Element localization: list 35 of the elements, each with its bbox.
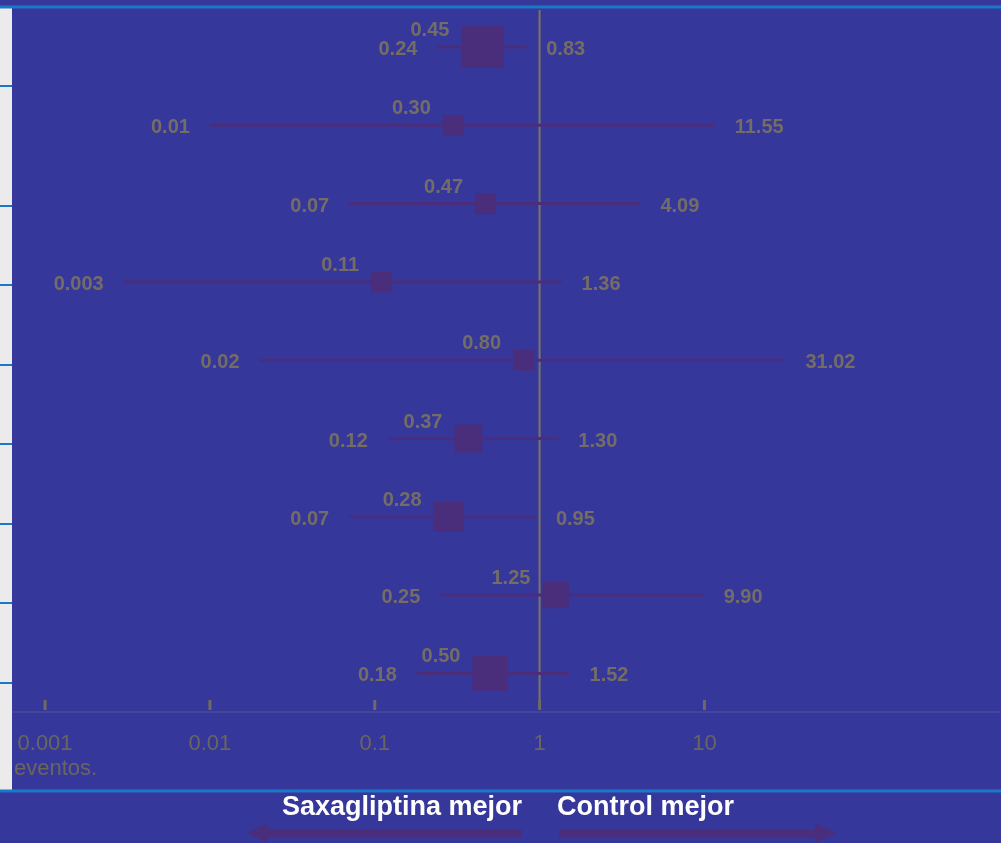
annotation: 0.24 (378, 37, 419, 59)
annotation: 0.003 (53, 271, 104, 294)
annotation: 0.07 (290, 506, 330, 529)
data-label: 0.37 (403, 409, 443, 432)
annotation: 0.83 (546, 37, 586, 59)
x-tick-label: 0.01 (188, 730, 232, 755)
data-label: 0.11 (321, 252, 360, 275)
x-tick-label: 0.1 (359, 730, 391, 755)
text: Control mejor (557, 791, 735, 821)
annotation: 0.18 (357, 663, 397, 686)
annotation: 4.09 (660, 193, 700, 216)
annotation: 9.90 (723, 585, 763, 608)
x-tick-label: 1 (533, 730, 546, 755)
x-tick-label: 0.001 (17, 730, 73, 755)
data-label: 0.80 (462, 331, 502, 354)
data-label: 0.30 (391, 96, 431, 119)
data-label: 1.25 (491, 566, 531, 589)
text: eventos. (14, 755, 98, 780)
data-label: 0.47 (424, 174, 464, 197)
data-label: 0.45 (410, 18, 450, 40)
annotation: 0.02 (200, 350, 240, 373)
x-tick-label: 10 (692, 730, 717, 755)
annotation: 0.01 (150, 115, 190, 138)
annotation: 0.07 (290, 193, 330, 216)
annotation: 0.12 (328, 428, 368, 451)
text: Saxagliptina mejor (281, 791, 523, 821)
annotation: 0.25 (381, 585, 421, 608)
annotation: 0.95 (555, 506, 595, 529)
annotation: 1.30 (578, 428, 618, 451)
annotation: 11.55 (734, 115, 784, 138)
annotation: 1.52 (589, 663, 629, 686)
data-label: 0.50 (421, 644, 461, 667)
data-label: 0.28 (382, 487, 422, 510)
annotation: 1.36 (581, 271, 621, 294)
annotation: 31.02 (805, 350, 856, 373)
